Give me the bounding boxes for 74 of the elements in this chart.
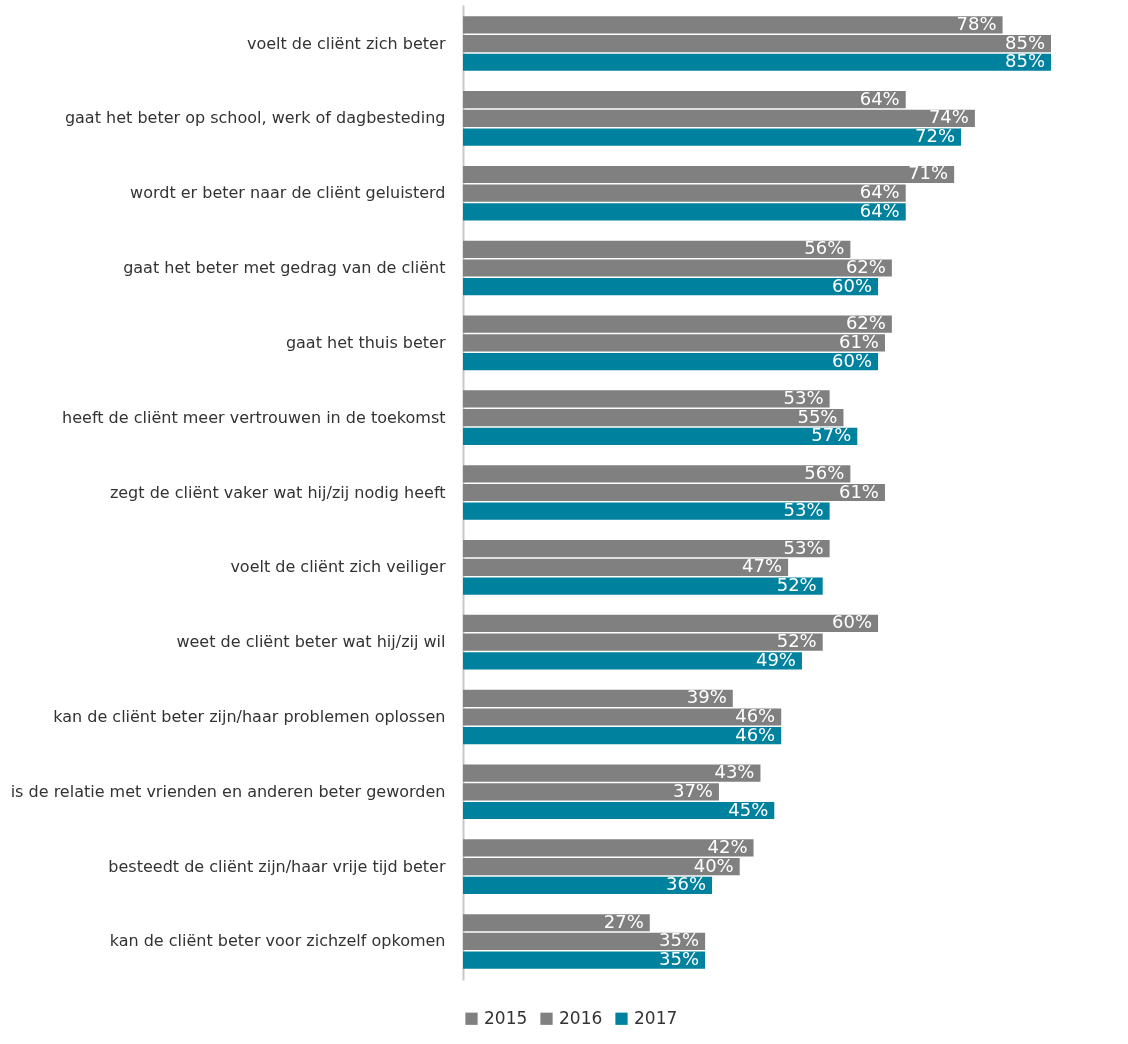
data-label: 53% [783,386,824,408]
bar [463,801,775,820]
data-label: 55% [797,405,838,427]
bar [463,558,789,576]
bar [463,53,1051,71]
data-label: 36% [666,873,707,895]
bar [463,91,906,109]
data-label: 85% [1004,50,1045,72]
data-label: 64% [859,87,900,109]
data-label: 46% [735,704,776,726]
data-label: 53% [783,499,824,521]
legend-label: 2016 [559,1007,603,1028]
data-label: 60% [832,611,873,633]
y-tick-label: gaat het beter op school, werk of dagbesteding [64,108,446,128]
data-label: 45% [728,798,769,820]
data-label: 27% [603,910,644,932]
legend-label: 2017 [634,1007,678,1028]
data-label: 56% [804,237,845,259]
data-label: 40% [693,854,734,876]
y-tick-label: gaat het beter met gedrag van de cliënt [123,258,446,278]
data-label: 56% [804,461,845,483]
bar [463,109,975,127]
y-tick-label: besteedt de cliënt zijn/haar vrije tijd beter [108,856,446,876]
y-tick-label: is de relatie met vrienden en anderen beter geworden [10,781,446,801]
data-label: 47% [742,555,783,577]
bar [463,165,955,184]
data-label: 71% [908,162,949,184]
bar [463,633,823,651]
bar [463,652,802,670]
bar [463,465,851,483]
bar [463,614,879,633]
data-label: 72% [915,125,956,147]
y-tick-label: gaat het thuis beter [285,332,446,352]
y-tick-label: voelt de cliënt zich veiliger [230,557,446,577]
data-label: 52% [776,574,817,596]
bar [463,278,879,296]
bar [463,203,906,221]
data-label: 35% [659,948,700,970]
data-label: 78% [956,12,997,34]
y-tick-label: kan de cliënt beter zijn/haar problemen oplossen [53,706,446,726]
y-tick-label: heeft de cliënt meer vertrouwen in de toekomst [62,407,446,427]
data-label: 37% [672,779,713,801]
data-label: 74% [928,106,969,128]
bar [463,540,830,558]
data-label: 43% [714,761,755,783]
legend-label: 2015 [484,1007,528,1028]
bar [463,876,713,894]
y-tick-label: wordt er beter naar de cliënt geluisterd [130,183,446,203]
data-label: 53% [783,536,824,558]
data-label: 85% [1004,31,1045,53]
bar [463,16,1003,34]
bar [463,34,1051,53]
bar [463,184,906,202]
data-label: 35% [659,929,700,951]
y-tick-label: voelt de cliënt zich beter [246,33,446,53]
bar [463,727,782,745]
bar [463,483,885,502]
bar [463,577,823,595]
bar [463,932,706,951]
data-label: 39% [686,686,727,708]
data-label: 60% [832,349,873,371]
bar [463,914,650,932]
y-tick-label: kan de cliënt beter voor zichzelf opkomen [109,931,446,951]
bar [463,128,962,146]
data-label: 42% [707,835,748,857]
y-tick-label: weet de cliënt beter wat hij/zij wil [176,632,446,652]
bar [463,951,706,969]
bar [463,502,830,520]
data-label: 46% [735,723,776,745]
bar [463,352,879,371]
y-tick-label: zegt de cliënt vaker wat hij/zij nodig heeft [109,482,446,502]
bar [463,427,858,445]
data-label: 61% [838,480,879,502]
data-label: 57% [811,424,852,446]
